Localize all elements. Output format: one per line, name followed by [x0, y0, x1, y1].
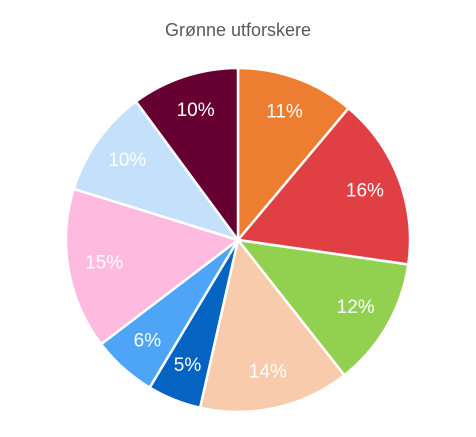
- data-label: 11%: [266, 101, 303, 122]
- data-label: 10%: [177, 100, 215, 121]
- pie-slice: [198, 237, 347, 414]
- data-label: 16%: [346, 181, 384, 202]
- pie-slice: [235, 106, 412, 266]
- pie-slice: [134, 66, 240, 244]
- data-label: 10%: [108, 150, 146, 171]
- chart-title: Grønne utforskere: [165, 20, 311, 40]
- pie-slice: [236, 66, 351, 244]
- pie-slice: [235, 238, 410, 377]
- data-label: 14%: [249, 362, 287, 383]
- data-label: 6%: [134, 330, 162, 351]
- data-label: 15%: [85, 253, 123, 274]
- data-label: 5%: [174, 355, 202, 376]
- data-label: 12%: [337, 297, 375, 318]
- pie-slice: [72, 99, 242, 243]
